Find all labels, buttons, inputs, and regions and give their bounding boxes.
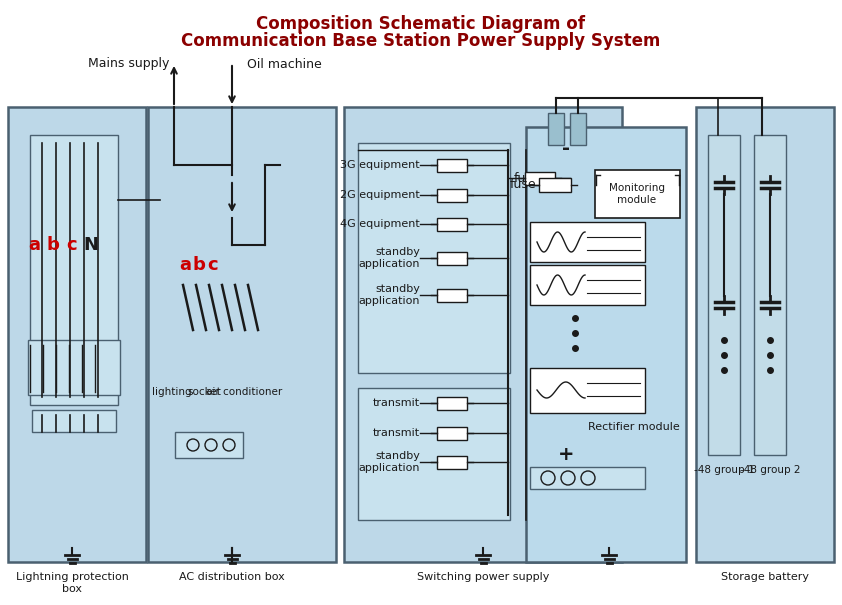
Text: b: b (46, 236, 60, 254)
Text: b: b (193, 256, 205, 274)
Bar (28, 340, 120, 395)
Bar (437, 289, 467, 301)
Text: AC distribution box: AC distribution box (179, 572, 285, 582)
Text: Oil machine: Oil machine (247, 57, 322, 71)
Bar (437, 189, 467, 201)
Text: Composition Schematic Diagram of: Composition Schematic Diagram of (257, 15, 585, 33)
Text: N: N (83, 236, 99, 254)
Bar (526, 127, 686, 562)
Bar (437, 218, 467, 231)
Text: -48 group 1: -48 group 1 (694, 465, 754, 475)
Text: -48 group 2: -48 group 2 (740, 465, 800, 475)
Text: Lightning protection
box: Lightning protection box (15, 572, 129, 594)
Bar (708, 135, 740, 455)
Bar (530, 467, 645, 489)
Circle shape (223, 439, 235, 451)
Circle shape (581, 471, 595, 485)
Bar (148, 107, 336, 562)
Text: Communication Base Station Power Supply System: Communication Base Station Power Supply … (181, 32, 661, 50)
Text: 4G equipment: 4G equipment (340, 219, 420, 229)
Text: Monitoring
module: Monitoring module (609, 183, 665, 205)
Bar (437, 456, 467, 468)
Bar (530, 265, 645, 305)
Bar (539, 178, 571, 192)
Bar (525, 171, 555, 185)
Text: c: c (208, 256, 218, 274)
Text: 2G equipment: 2G equipment (340, 190, 420, 200)
Circle shape (205, 439, 217, 451)
Text: transmit: transmit (373, 398, 420, 408)
Text: socket: socket (187, 387, 221, 397)
Circle shape (541, 471, 555, 485)
Bar (595, 170, 680, 218)
Bar (437, 427, 467, 439)
Bar (344, 107, 622, 562)
Text: a: a (179, 256, 191, 274)
Bar (437, 252, 467, 264)
Text: 3G equipment: 3G equipment (340, 160, 420, 170)
Text: fuse: fuse (514, 171, 541, 185)
Text: air conditioner: air conditioner (206, 387, 282, 397)
Text: a: a (28, 236, 40, 254)
Bar (437, 159, 467, 171)
Text: Rectifier module: Rectifier module (588, 422, 679, 432)
Bar (358, 143, 510, 373)
Bar (175, 432, 243, 458)
Bar (30, 135, 118, 405)
Bar (32, 410, 116, 432)
Circle shape (561, 471, 575, 485)
Text: fuse: fuse (509, 178, 536, 192)
Bar (570, 113, 586, 145)
Text: Mains supply: Mains supply (88, 57, 169, 71)
Bar (548, 113, 564, 145)
Bar (437, 396, 467, 410)
Text: standby
application: standby application (359, 451, 420, 473)
Circle shape (187, 439, 199, 451)
Bar (754, 135, 786, 455)
Bar (530, 222, 645, 262)
Text: transmit: transmit (373, 428, 420, 438)
Text: -: - (562, 139, 570, 157)
Text: c: c (67, 236, 77, 254)
Text: Storage battery: Storage battery (721, 572, 809, 582)
Text: standby
application: standby application (359, 284, 420, 306)
Text: +: + (557, 445, 574, 465)
Bar (358, 388, 510, 520)
Bar (696, 107, 834, 562)
Text: Switching power supply: Switching power supply (417, 572, 549, 582)
Text: lighting: lighting (152, 387, 192, 397)
Bar (8, 107, 146, 562)
Bar (530, 368, 645, 413)
Text: standby
application: standby application (359, 247, 420, 269)
